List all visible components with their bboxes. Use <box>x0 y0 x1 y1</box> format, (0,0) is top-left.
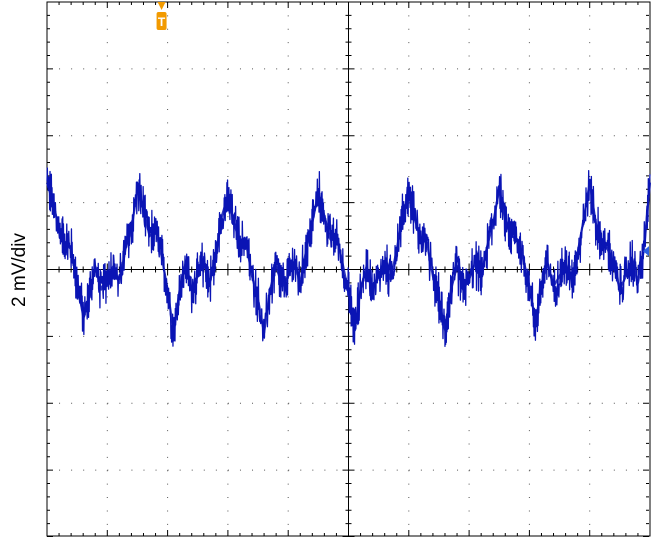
marker-layer: T <box>156 2 649 257</box>
trigger-marker-badge <box>156 12 167 30</box>
channel-reference-marker <box>643 246 649 257</box>
signal-trace-envelope <box>45 181 651 335</box>
trigger-position-arrow <box>157 2 166 10</box>
trace-layer <box>45 167 651 347</box>
trigger-marker-label: T <box>158 15 166 29</box>
